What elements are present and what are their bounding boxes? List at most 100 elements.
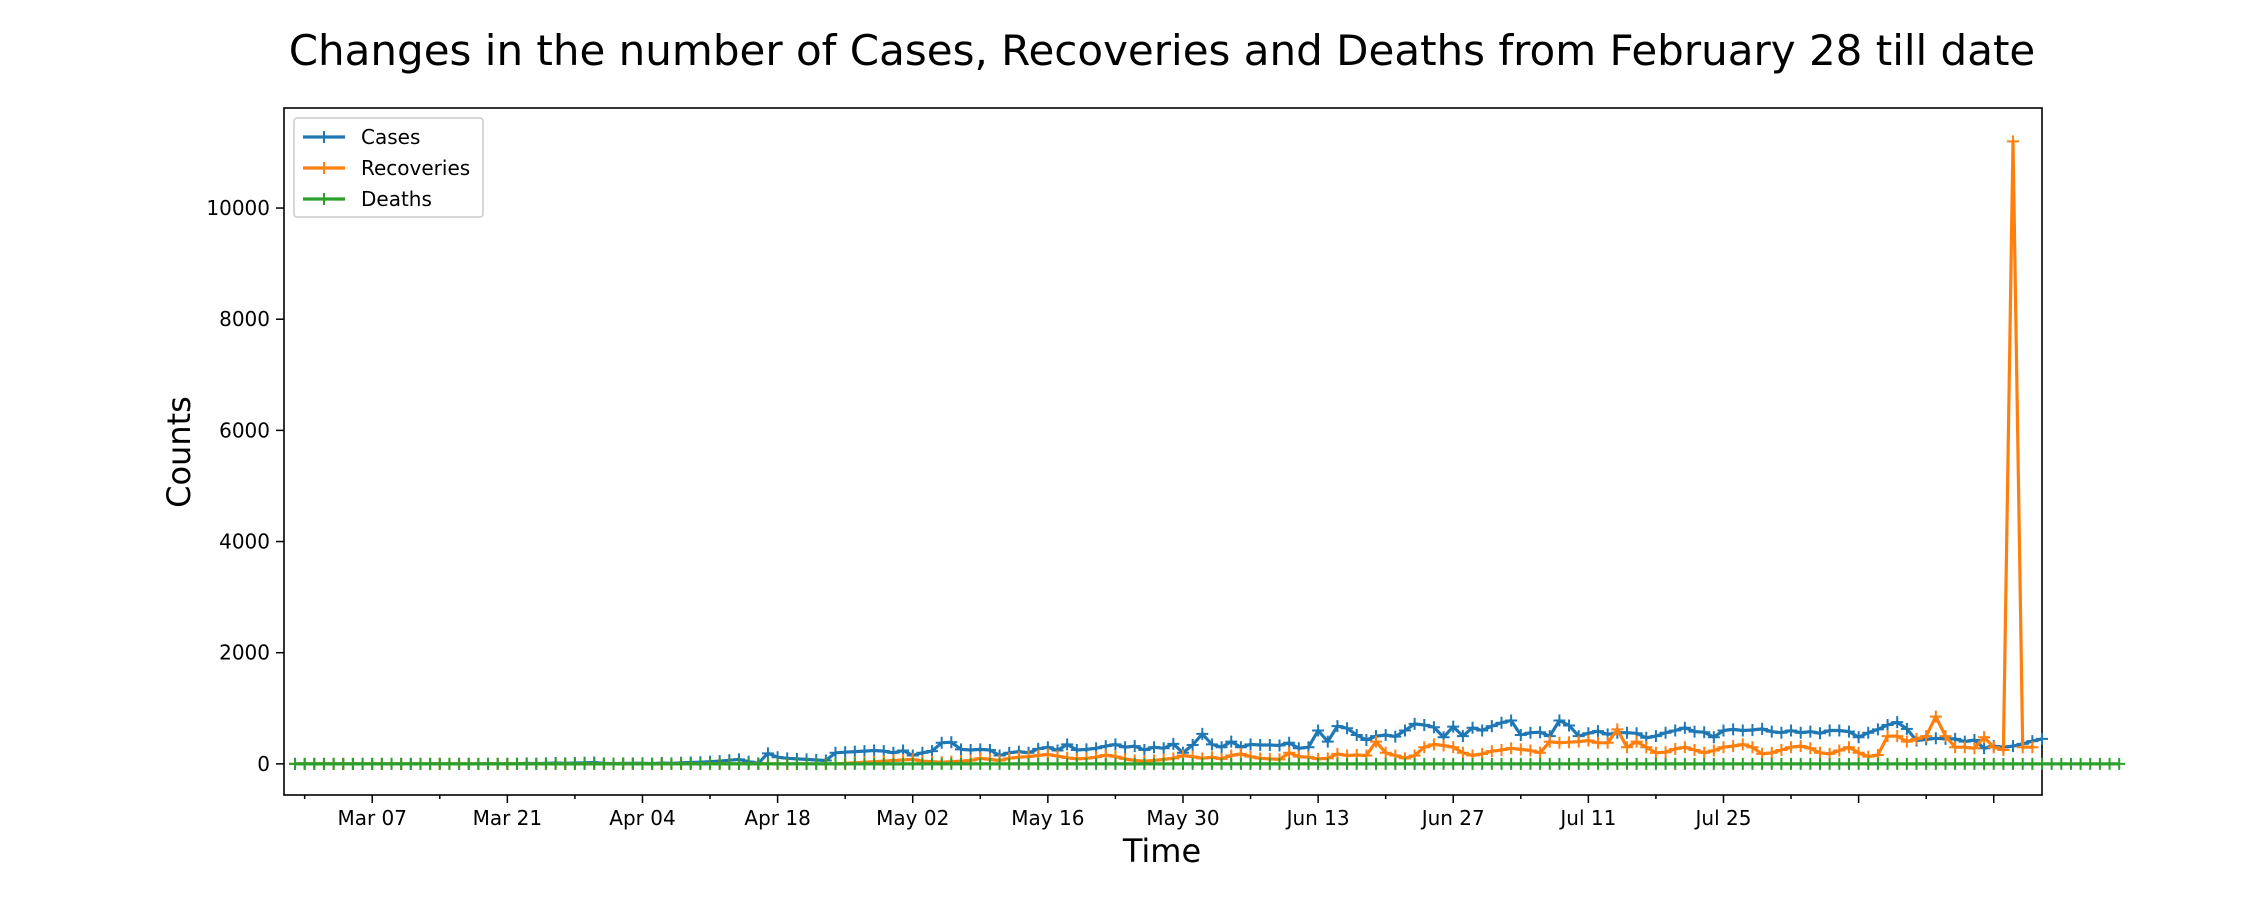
legend-label: Cases xyxy=(361,125,420,149)
data-point xyxy=(1167,737,1180,750)
data-point xyxy=(1524,744,1537,757)
data-point xyxy=(1408,717,1421,730)
series-deaths xyxy=(289,757,2126,770)
data-point xyxy=(1756,747,1769,760)
data-point xyxy=(1128,740,1141,753)
data-point xyxy=(1148,741,1161,754)
legend: Cases Recoveries Deaths xyxy=(293,117,484,218)
legend-entries: Cases Recoveries Deaths xyxy=(303,125,470,211)
data-point xyxy=(1485,745,1498,758)
series-layer xyxy=(289,135,2126,770)
data-point xyxy=(2026,741,2039,754)
data-point xyxy=(1505,714,1518,727)
data-point xyxy=(1495,743,1508,756)
data-point xyxy=(1485,720,1498,733)
data-point xyxy=(1987,741,2000,754)
data-point xyxy=(1273,739,1286,752)
y-axis-ticks: 0 2000 4000 6000 8000 10000 xyxy=(206,196,284,776)
x-axis-ticks: Mar 07 Mar 21 Apr 04 Apr 18 May 02 May 16 May … xyxy=(303,795,1995,830)
data-point xyxy=(1398,724,1411,737)
plot-area xyxy=(283,107,2043,796)
data-point xyxy=(1447,720,1460,733)
data-point xyxy=(1891,716,1904,729)
data-point xyxy=(1341,722,1354,735)
data-point xyxy=(1794,740,1807,753)
x-tick-label: Jul 11 xyxy=(1558,806,1616,830)
data-point xyxy=(1476,747,1489,760)
data-point xyxy=(1727,723,1740,736)
data-point xyxy=(1138,743,1151,756)
data-point xyxy=(1920,730,1933,743)
data-point xyxy=(1225,735,1238,748)
y-tick-label: 8000 xyxy=(219,307,270,331)
y-tick-label: 2000 xyxy=(219,641,270,665)
x-tick-label: Jul 25 xyxy=(1694,806,1752,830)
x-tick-label: May 02 xyxy=(876,806,949,830)
x-tick-label: May 16 xyxy=(1011,806,1084,830)
data-point xyxy=(2113,757,2126,770)
data-point xyxy=(1350,728,1363,741)
data-point xyxy=(1302,741,1315,754)
legend-marker xyxy=(318,131,330,143)
x-tick-label: Mar 21 xyxy=(473,806,543,830)
data-point xyxy=(1910,732,1923,745)
data-point xyxy=(1061,738,1074,751)
x-tick-label: Apr 18 xyxy=(744,806,810,830)
legend-marker xyxy=(318,162,330,174)
data-point xyxy=(1196,727,1209,740)
data-point xyxy=(1456,746,1469,759)
data-point xyxy=(1321,735,1334,748)
data-point xyxy=(1871,723,1884,736)
data-point xyxy=(1630,735,1643,748)
data-point xyxy=(1678,721,1691,734)
data-point xyxy=(1958,741,1971,754)
legend-label: Deaths xyxy=(361,187,432,211)
data-point xyxy=(1746,741,1759,754)
x-tick-label: Apr 04 xyxy=(609,806,675,830)
data-point xyxy=(1370,735,1383,748)
data-point xyxy=(1437,739,1450,752)
data-point xyxy=(1601,736,1614,749)
data-point xyxy=(1649,730,1662,743)
legend-label: Recoveries xyxy=(361,156,470,180)
data-point xyxy=(1862,726,1875,739)
data-point xyxy=(1186,738,1199,751)
data-point xyxy=(1476,724,1489,737)
data-point xyxy=(1881,718,1894,731)
data-point xyxy=(1775,726,1788,739)
data-point xyxy=(1688,743,1701,756)
data-point xyxy=(1814,727,1827,740)
data-point xyxy=(1804,725,1817,738)
data-point xyxy=(1495,716,1508,729)
data-point xyxy=(1379,728,1392,741)
data-point xyxy=(1833,724,1846,737)
data-point xyxy=(1823,747,1836,760)
y-tick-label: 0 xyxy=(257,752,270,776)
data-point xyxy=(1765,746,1778,759)
y-tick-label: 10000 xyxy=(206,196,270,220)
data-point xyxy=(1360,733,1373,746)
data-point xyxy=(1698,746,1711,759)
data-point xyxy=(1543,735,1556,748)
data-point xyxy=(2036,732,2048,745)
x-tick-label: May 30 xyxy=(1146,806,1219,830)
data-point xyxy=(1717,741,1730,754)
data-point xyxy=(926,745,939,758)
data-point xyxy=(1746,723,1759,736)
data-point xyxy=(1592,725,1605,738)
x-axis-title: Time xyxy=(1122,832,1201,870)
series-line-recoveries xyxy=(295,139,2033,766)
data-point xyxy=(1669,724,1682,737)
data-point xyxy=(1900,722,1913,735)
data-point xyxy=(1891,730,1904,743)
y-tick-label: 6000 xyxy=(219,418,270,442)
data-point xyxy=(1553,714,1566,727)
data-point xyxy=(1997,743,2010,756)
data-point xyxy=(1842,741,1855,754)
data-point xyxy=(1978,731,1991,744)
data-point xyxy=(1582,734,1595,747)
x-tick-label: Mar 07 xyxy=(337,806,407,830)
data-point xyxy=(1234,747,1247,760)
